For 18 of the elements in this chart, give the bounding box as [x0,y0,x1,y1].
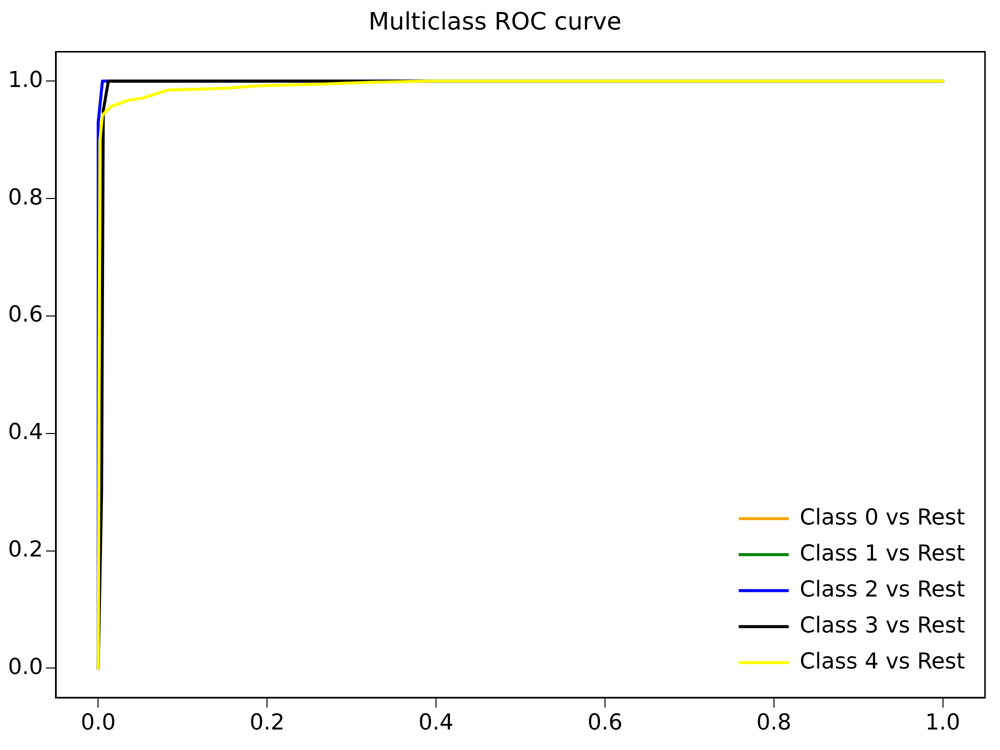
chart-title: Multiclass ROC curve [368,8,622,36]
x-tick-label: 0.6 [587,710,622,736]
legend-label: Class 0 vs Rest [800,505,966,530]
x-tick-label: 0.8 [756,710,792,736]
x-tick-label: 0.0 [80,710,116,736]
x-tick-label: 0.2 [250,710,285,736]
x-tick-label: 0.4 [418,710,454,736]
y-tick-label: 0.2 [8,538,43,563]
y-tick-label: 0.4 [8,420,43,446]
legend-label: Class 2 vs Rest [800,577,966,602]
y-tick-label: 0.0 [8,654,43,680]
legend-label: Class 1 vs Rest [800,541,966,566]
y-tick-label: 0.8 [8,185,43,210]
y-tick-label: 1.0 [8,68,43,93]
legend-label: Class 3 vs Rest [800,613,966,638]
x-tick-label: 1.0 [925,710,960,736]
y-tick-label: 0.6 [8,302,43,328]
legend-label: Class 4 vs Rest [800,649,966,674]
